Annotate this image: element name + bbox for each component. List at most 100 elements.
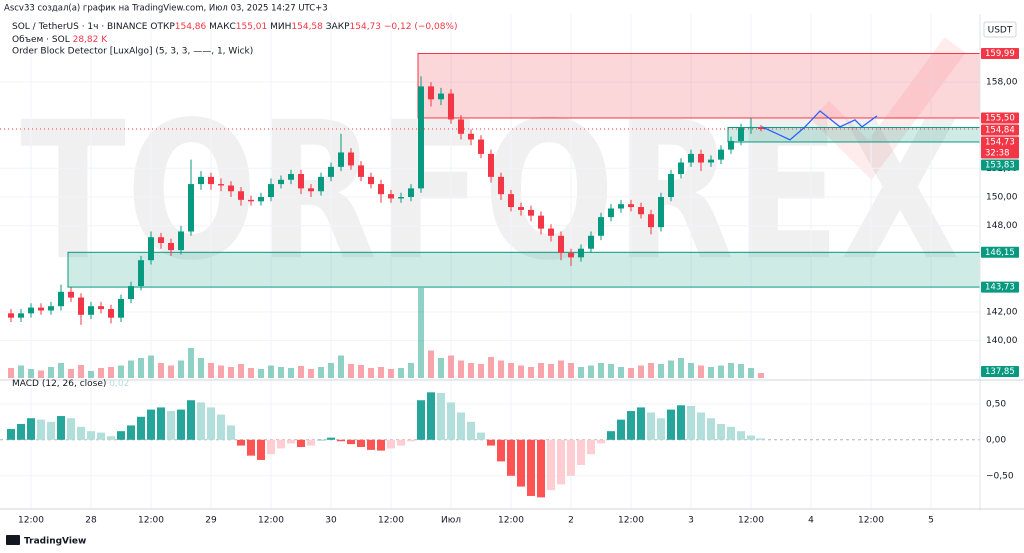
macd-bar — [707, 418, 715, 440]
change: −0,12 (−0,08%) — [384, 22, 458, 32]
x-tick-label: 4 — [808, 516, 814, 526]
volume-bar — [278, 367, 284, 378]
macd-legend: MACD (12, 26, close) 0,02 — [12, 379, 129, 389]
candle-body — [228, 185, 234, 192]
candle-body — [378, 184, 384, 195]
macd-tick-label: −0,50 — [986, 471, 1014, 481]
volume-bar — [738, 364, 744, 378]
price-tag-label: 159,99 — [985, 49, 1015, 59]
volume-bar — [208, 363, 214, 378]
candle-body — [238, 191, 244, 200]
volume-bar — [638, 365, 644, 378]
candle-body — [138, 260, 144, 287]
volume-bar — [528, 367, 534, 378]
volume-bar — [408, 363, 414, 378]
price-tag — [981, 281, 1019, 293]
candle-body — [668, 174, 674, 197]
macd-bar — [57, 416, 65, 440]
volume-bar — [678, 358, 684, 378]
candle-body — [558, 235, 564, 254]
volume-bar — [158, 363, 164, 378]
volume-bar — [18, 365, 24, 378]
order-block — [417, 52, 981, 119]
candle-body — [678, 162, 684, 175]
macd-bar — [157, 407, 165, 440]
candle-body — [88, 306, 94, 315]
volume-bar — [418, 288, 424, 378]
macd-bar — [687, 405, 695, 440]
volume-bar — [298, 366, 304, 378]
candle-body — [58, 291, 64, 307]
price-tag-label: 154,84 — [985, 125, 1015, 135]
x-tick-label: 29 — [205, 516, 217, 526]
volume-bar — [288, 368, 294, 378]
volume-bar — [368, 368, 374, 378]
volume-label: Объем · SOL — [12, 35, 70, 45]
macd-bar — [7, 429, 15, 440]
volume-bar — [68, 369, 74, 378]
macd-bar — [717, 423, 725, 440]
candle-body — [748, 127, 754, 129]
volume-bar — [568, 363, 574, 378]
volume-bar — [498, 360, 504, 378]
candle-body — [638, 207, 644, 215]
macd-bar — [497, 439, 505, 462]
price-tag-label: 146,15 — [985, 248, 1015, 258]
macd-bar — [227, 425, 235, 440]
volume-bar — [608, 364, 614, 378]
volume-bar — [398, 368, 404, 378]
candle-body — [718, 149, 724, 160]
candle-body — [688, 153, 694, 163]
candle-body — [188, 184, 194, 232]
price-tag — [981, 159, 1019, 171]
x-tick-label: 12:00 — [738, 516, 764, 526]
volume-bar — [688, 363, 694, 378]
countdown: 32:38 — [985, 148, 1010, 158]
candle-body — [608, 208, 614, 218]
candle-body — [498, 176, 504, 195]
candle-body — [78, 297, 84, 315]
volume-bar — [518, 365, 524, 378]
volume-bar — [588, 365, 594, 378]
price-tag-label: 137,85 — [985, 367, 1015, 377]
candle-body — [148, 237, 154, 261]
candle-body — [108, 309, 114, 318]
ohlc-label: МИН — [270, 22, 291, 32]
candle-body — [658, 197, 664, 228]
x-tick-label: 12:00 — [498, 516, 524, 526]
ohlc-value: 154,86 — [175, 22, 207, 32]
macd-bar — [377, 439, 385, 451]
candle-body — [538, 215, 544, 229]
candle-body — [648, 214, 654, 228]
candle-body — [128, 286, 134, 299]
candle-body — [548, 228, 554, 236]
macd-bar — [237, 439, 245, 446]
candle-body — [458, 119, 464, 134]
candle-body — [368, 176, 374, 185]
candle-body — [18, 313, 24, 318]
macd-bar — [127, 425, 135, 440]
macd-bar — [357, 439, 365, 447]
x-tick-label: 12:00 — [258, 516, 284, 526]
candle-body — [328, 166, 334, 177]
volume-bar — [718, 365, 724, 378]
price-tag — [981, 47, 1019, 59]
macd-bar — [517, 439, 525, 487]
macd-bar — [67, 418, 75, 440]
order-block — [727, 126, 981, 143]
plot — [0, 76, 980, 498]
ohlc-value: 154,58 — [291, 22, 323, 32]
volume-bar — [488, 357, 494, 378]
volume-bar — [268, 365, 274, 378]
macd-bar — [277, 439, 285, 449]
macd-bar — [197, 402, 205, 440]
volume-bar — [668, 360, 674, 378]
volume-bar — [248, 368, 254, 378]
currency-box[interactable] — [983, 21, 1017, 38]
macd-bar — [647, 412, 655, 440]
volume-bar — [658, 364, 664, 378]
macd-bar — [527, 439, 535, 496]
candle-body — [278, 179, 284, 185]
candle-body — [248, 199, 254, 202]
macd-tick-label: 0,50 — [986, 399, 1006, 409]
